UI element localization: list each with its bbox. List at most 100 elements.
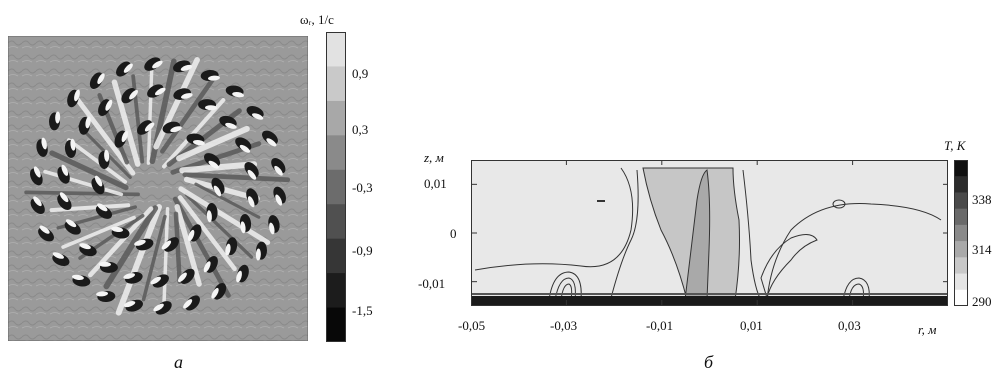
- vortex-highlight: [266, 138, 277, 147]
- vorticity-streak: [66, 138, 128, 184]
- plume-core: [684, 169, 711, 301]
- vortex-highlight: [65, 219, 77, 228]
- vortex-highlight: [97, 203, 108, 212]
- vortex-highlight: [236, 270, 242, 283]
- vorticity-streak: [103, 205, 159, 290]
- vortex-highlight: [59, 192, 69, 203]
- vorticity-streak: [178, 186, 271, 245]
- vortex-highlight: [183, 299, 193, 309]
- vortex-highlight: [213, 185, 222, 197]
- vortex-highlight: [33, 166, 41, 178]
- map-background: [8, 36, 308, 341]
- y-axis-title: z, м: [424, 150, 444, 165]
- vortex-highlight: [61, 164, 69, 176]
- colorbar-band: [326, 135, 346, 171]
- vorticity-streak: [184, 193, 254, 259]
- x-tick-label: -0,05: [458, 318, 486, 333]
- vortex-highlight: [170, 126, 182, 133]
- vortex-highlight: [203, 261, 211, 273]
- vortex-highlight: [134, 239, 146, 246]
- vortex-highlight: [70, 138, 76, 151]
- vortex-highlight: [255, 248, 261, 261]
- vortex-highlight: [33, 196, 42, 207]
- colorbar-band: [326, 100, 346, 136]
- colorbar-band: [326, 307, 346, 342]
- vorticity-streak: [172, 196, 231, 298]
- vortex-highlight: [161, 240, 172, 250]
- vortex-highlight: [180, 64, 193, 71]
- vorticity-streak: [194, 182, 261, 219]
- colorbar-a-tick: -1,5: [352, 303, 373, 318]
- colorbar-band: [954, 192, 968, 210]
- vortex-core: [244, 162, 259, 178]
- vorticity-streak: [162, 207, 170, 310]
- vortex-highlight: [39, 225, 50, 234]
- vortex-highlight: [247, 196, 255, 208]
- vortex-highlight: [123, 301, 136, 308]
- vortex-highlight: [205, 105, 218, 111]
- vortex-highlight: [178, 272, 187, 283]
- caption-a: а: [174, 352, 183, 372]
- vortex-highlight: [152, 60, 163, 69]
- vortex-highlight: [123, 273, 136, 279]
- vorticity-streak: [173, 211, 182, 284]
- vorticity-streak: [162, 98, 226, 169]
- colorbar-b-tick: 290: [972, 294, 992, 309]
- colorbar-band: [954, 257, 968, 275]
- colorbar-b-tick: 338: [972, 192, 992, 207]
- colorbar-band: [954, 176, 968, 193]
- vorticity-streak: [141, 214, 167, 302]
- vortex-highlight: [104, 149, 110, 162]
- colorbar-band: [326, 169, 346, 205]
- vortex-highlight: [111, 226, 124, 232]
- vorticity-streak: [182, 172, 291, 183]
- vorticity-streak: [146, 59, 154, 165]
- colorbar-a-title: ωᵣ, 1/с: [300, 12, 334, 27]
- colorbar-a: [326, 32, 346, 342]
- vortex-cores: [30, 57, 286, 315]
- vortex-highlight: [129, 89, 138, 100]
- vortex-highlight: [79, 243, 91, 250]
- colorbar-band: [954, 208, 968, 226]
- vortex-highlight: [153, 303, 164, 312]
- y-tick-label: -0,01: [418, 276, 446, 291]
- vortex-highlight: [121, 130, 129, 143]
- vortex-highlight: [71, 274, 84, 280]
- vorticity-streak: [49, 203, 131, 213]
- colorbar-b-title: T, K: [944, 138, 966, 153]
- vortex-core: [137, 120, 153, 135]
- vorticity-streak: [111, 79, 141, 167]
- colorbar-band: [326, 32, 346, 67]
- vortex-highlight: [96, 291, 109, 297]
- vortex-core: [185, 295, 200, 311]
- colorbar-band: [326, 238, 346, 274]
- vorticity-streak: [177, 195, 237, 272]
- x-tick-label: 0,01: [740, 318, 763, 333]
- vortex-core: [271, 157, 286, 174]
- vortex-highlight: [225, 122, 237, 129]
- vortex-highlight: [192, 140, 205, 146]
- vortex-highlight: [98, 261, 111, 267]
- vortex-highlight: [180, 93, 193, 99]
- vorticity-streak: [72, 93, 136, 176]
- colorbar-a-tick: 0,9: [352, 66, 369, 81]
- vortex-highlight: [225, 243, 231, 256]
- vorticity-streak: [61, 215, 136, 249]
- vortex-highlight: [247, 169, 257, 180]
- vortex-highlight: [123, 63, 133, 73]
- colorbar-band: [326, 204, 346, 240]
- vortex-highlight: [211, 287, 219, 299]
- vortex-highlight: [275, 194, 283, 206]
- vorticity-streak: [49, 150, 129, 191]
- vortex-highlight: [144, 122, 155, 132]
- colorbar-band: [954, 273, 968, 291]
- y-tick-label: 0,01: [424, 176, 447, 191]
- vorticity-streak: [115, 204, 162, 316]
- vortex-core: [204, 153, 221, 167]
- x-tick-label: -0,01: [646, 318, 674, 333]
- vorticity-streak: [43, 169, 124, 197]
- vorticity-streak: [153, 57, 200, 150]
- vortex-core: [121, 88, 136, 104]
- temperature-contour-plot: [471, 160, 948, 306]
- x-axis-title: r, м: [918, 322, 937, 337]
